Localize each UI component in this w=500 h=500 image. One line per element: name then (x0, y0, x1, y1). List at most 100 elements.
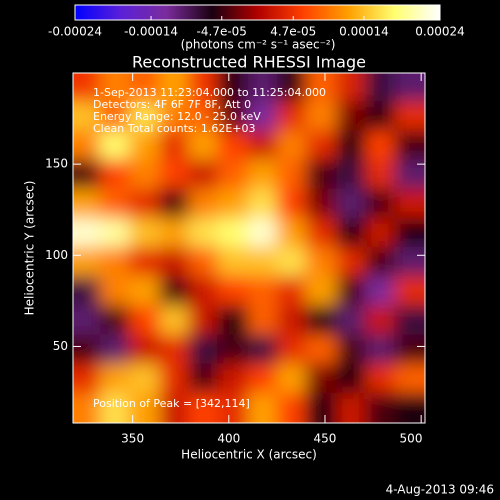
heatmap-cell (217, 130, 249, 162)
heatmap-cell (248, 363, 279, 395)
heatmap-cell (276, 334, 308, 366)
y-tick-label: 150 (45, 157, 68, 171)
heatmap-cell (159, 276, 191, 308)
heatmap-cell (217, 334, 249, 366)
heatmap-cell (365, 305, 397, 337)
heatmap-cell (217, 392, 249, 423)
heatmap-cell (305, 392, 337, 423)
heatmap-cell (159, 305, 191, 337)
heatmap-cell (188, 73, 220, 104)
heatmap-cell (276, 188, 308, 220)
heatmap-cell (305, 130, 337, 162)
heatmap-cell (336, 130, 368, 162)
heatmap-cell (336, 276, 368, 308)
heatmap-cell (394, 276, 425, 308)
heatmap-cell (248, 392, 279, 423)
heatmap-cell (128, 217, 160, 249)
heatmap-cell (217, 305, 249, 337)
heatmap-cell (73, 305, 102, 337)
heatmap-cell (394, 363, 425, 395)
footer: 4-Aug-2013 09:46 (386, 483, 494, 497)
heatmap-cell (159, 188, 191, 220)
heatmap-cell (276, 305, 308, 337)
heatmap-cell (336, 73, 368, 104)
heatmap-cell (188, 188, 220, 220)
x-tick-label: 400 (217, 432, 240, 446)
heatmap-cell (248, 305, 279, 337)
heatmap-cell (217, 101, 249, 133)
heatmap-cell (217, 276, 249, 308)
x-tick-label: 500 (400, 432, 423, 446)
heatmap-cell (217, 73, 249, 104)
heatmap-cell (276, 363, 308, 395)
heatmap-cell (73, 392, 102, 423)
x-tick-label: 450 (314, 432, 337, 446)
heatmap-cell (73, 363, 102, 395)
heatmap-cell (394, 130, 425, 162)
colorbar-tick-label: 0.00024 (415, 25, 465, 39)
heatmap-cell (305, 188, 337, 220)
heatmap-cell (394, 188, 425, 220)
colorbar-label: (photons cm⁻² s⁻¹ asec⁻²) (181, 38, 336, 52)
heatmap-cell (159, 159, 191, 191)
heatmap-cell (365, 101, 397, 133)
heatmap-cell (99, 130, 131, 162)
heatmap-cell (248, 247, 279, 279)
y-tick-label: 100 (45, 248, 68, 262)
heatmap-cell (73, 247, 102, 279)
heatmap-cell (99, 305, 131, 337)
heatmap-cell (248, 334, 279, 366)
heatmap-cell (394, 305, 425, 337)
heatmap-cell (336, 217, 368, 249)
heatmap-cell (217, 188, 249, 220)
heatmap-cell (365, 73, 397, 104)
heatmap-cell (394, 101, 425, 133)
heatmap-cell (336, 101, 368, 133)
heatmap-cell (365, 363, 397, 395)
heatmap-cell (128, 392, 160, 423)
heatmap-cell (365, 247, 397, 279)
heatmap-cell (248, 159, 279, 191)
colorbar-tick-label: -4.7e-05 (197, 25, 247, 39)
colorbar-tick-label: 0.00014 (339, 25, 389, 39)
heatmap-cell (305, 217, 337, 249)
x-tick-label: 350 (121, 432, 144, 446)
heatmap-cell (365, 159, 397, 191)
heatmap-cell (99, 392, 131, 423)
heatmap-cell (276, 73, 308, 104)
heatmap-cell (188, 363, 220, 395)
heatmap-cell (73, 101, 102, 133)
heatmap-cell (73, 276, 102, 308)
heatmap-cell (128, 363, 160, 395)
heatmap-cell (99, 159, 131, 191)
heatmap-cell (305, 276, 337, 308)
heatmap-cell (248, 101, 279, 133)
heatmap-cell (276, 130, 308, 162)
heatmap-cell (276, 101, 308, 133)
heatmap-cell (394, 247, 425, 279)
heatmap-cell (305, 334, 337, 366)
annotation: Clean Total counts: 1.62E+03 (93, 122, 256, 135)
heatmap-cell (159, 101, 191, 133)
heatmap-cell (305, 101, 337, 133)
heatmap-cell (394, 217, 425, 249)
colorbar-tick-label: 4.7e-05 (270, 25, 316, 39)
heatmap-cell (73, 159, 102, 191)
colorbar (74, 4, 441, 21)
heatmap-cell (336, 334, 368, 366)
heatmap-cell (99, 276, 131, 308)
heatmap-cell (305, 363, 337, 395)
heatmap-cell (159, 363, 191, 395)
heatmap-cells (73, 73, 425, 423)
heatmap-cell (128, 247, 160, 279)
heatmap-cell (217, 217, 249, 249)
heatmap-cell (276, 392, 308, 423)
heatmap-cell (99, 334, 131, 366)
heatmap-cell (276, 159, 308, 191)
heatmap-cell (99, 73, 131, 104)
heatmap-cell (128, 101, 160, 133)
heatmap-cell (128, 276, 160, 308)
heatmap-cell (394, 392, 425, 423)
heatmap-cell (365, 334, 397, 366)
